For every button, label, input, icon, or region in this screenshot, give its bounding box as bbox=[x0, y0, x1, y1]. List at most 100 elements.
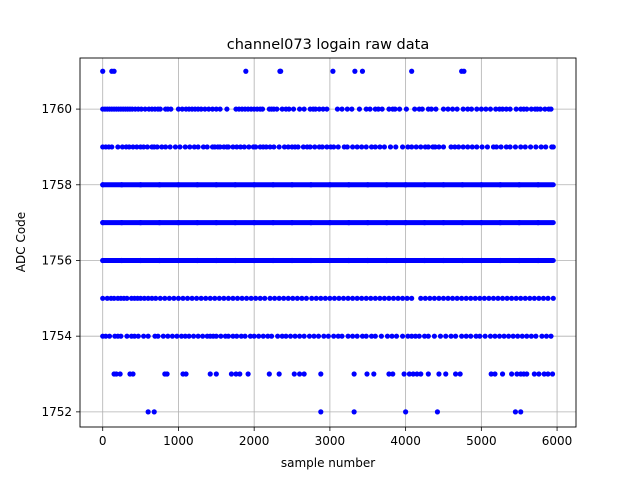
data-point bbox=[268, 333, 275, 339]
data-point bbox=[278, 68, 284, 74]
data-point bbox=[162, 144, 169, 150]
data-point bbox=[452, 333, 459, 339]
data-point bbox=[171, 295, 177, 301]
data-point bbox=[230, 144, 236, 150]
data-point bbox=[518, 409, 524, 415]
data-point bbox=[141, 295, 147, 301]
data-point bbox=[359, 68, 366, 74]
data-point bbox=[266, 371, 272, 377]
data-point bbox=[247, 333, 253, 339]
data-point bbox=[405, 144, 411, 150]
data-point bbox=[340, 295, 347, 301]
data-point bbox=[311, 333, 317, 339]
data-point bbox=[230, 333, 236, 339]
data-point bbox=[368, 333, 375, 339]
data-point bbox=[493, 144, 500, 150]
data-point bbox=[234, 333, 240, 339]
data-point bbox=[449, 106, 456, 112]
data-point bbox=[251, 333, 257, 339]
data-point bbox=[327, 257, 333, 264]
data-point bbox=[134, 144, 140, 150]
data-point bbox=[445, 106, 451, 112]
data-point bbox=[492, 333, 498, 339]
data-point bbox=[297, 106, 303, 112]
data-point bbox=[257, 295, 263, 301]
data-point bbox=[412, 106, 418, 112]
data-point bbox=[243, 68, 249, 74]
data-point bbox=[356, 106, 363, 112]
data-point bbox=[169, 333, 175, 339]
data-point bbox=[524, 333, 530, 339]
data-point bbox=[327, 182, 333, 188]
data-point bbox=[263, 144, 269, 150]
data-point bbox=[248, 295, 254, 301]
data-point bbox=[459, 220, 466, 226]
data-point bbox=[155, 333, 161, 339]
data-point bbox=[477, 295, 483, 301]
data-point bbox=[344, 106, 350, 112]
data-point bbox=[440, 257, 447, 264]
data-point bbox=[440, 182, 447, 188]
data-point bbox=[506, 333, 512, 339]
data-point bbox=[183, 371, 189, 377]
data-point bbox=[359, 144, 365, 150]
data-point bbox=[452, 144, 458, 150]
data-point bbox=[137, 257, 144, 264]
data-point bbox=[194, 220, 200, 226]
data-point bbox=[232, 257, 238, 264]
data-point bbox=[297, 333, 303, 339]
data-point bbox=[541, 371, 547, 377]
data-point bbox=[465, 106, 471, 112]
data-point bbox=[115, 144, 121, 150]
data-point bbox=[327, 295, 333, 301]
data-point bbox=[548, 106, 554, 112]
data-point bbox=[149, 295, 155, 301]
data-point bbox=[477, 333, 483, 339]
data-point bbox=[392, 106, 398, 112]
data-point bbox=[443, 371, 449, 377]
data-point bbox=[344, 144, 350, 150]
data-point bbox=[339, 106, 345, 112]
data-point bbox=[313, 295, 319, 301]
data-point bbox=[395, 295, 401, 301]
data-point bbox=[384, 257, 390, 264]
data-point bbox=[487, 106, 494, 112]
data-point bbox=[418, 144, 424, 150]
data-point bbox=[351, 371, 357, 377]
data-point bbox=[237, 371, 243, 377]
data-point bbox=[440, 106, 447, 112]
data-point bbox=[514, 371, 520, 377]
data-point bbox=[486, 295, 492, 301]
data-point bbox=[513, 295, 519, 301]
data-point bbox=[100, 295, 106, 301]
data-point bbox=[213, 333, 219, 339]
y-tick-label: 1756 bbox=[41, 253, 72, 267]
data-point bbox=[350, 144, 356, 150]
data-point bbox=[468, 106, 475, 112]
data-point bbox=[549, 371, 556, 377]
data-point bbox=[111, 295, 117, 301]
data-point bbox=[431, 333, 437, 339]
data-point bbox=[312, 144, 318, 150]
data-point bbox=[207, 295, 213, 301]
data-point bbox=[478, 220, 484, 226]
data-point bbox=[292, 333, 298, 339]
data-point bbox=[111, 68, 117, 74]
y-tick-label: 1752 bbox=[41, 405, 72, 419]
data-point bbox=[352, 68, 358, 74]
data-point bbox=[225, 333, 232, 339]
data-point bbox=[390, 371, 396, 377]
data-point bbox=[182, 144, 188, 150]
data-point bbox=[285, 295, 291, 301]
data-point bbox=[270, 257, 276, 264]
data-point bbox=[507, 144, 513, 150]
data-point bbox=[436, 144, 442, 150]
data-point bbox=[384, 333, 391, 339]
data-point bbox=[377, 295, 383, 301]
data-point bbox=[448, 144, 454, 150]
data-point bbox=[425, 144, 431, 150]
data-point bbox=[515, 333, 521, 339]
data-point bbox=[535, 257, 541, 264]
data-point bbox=[162, 295, 168, 301]
